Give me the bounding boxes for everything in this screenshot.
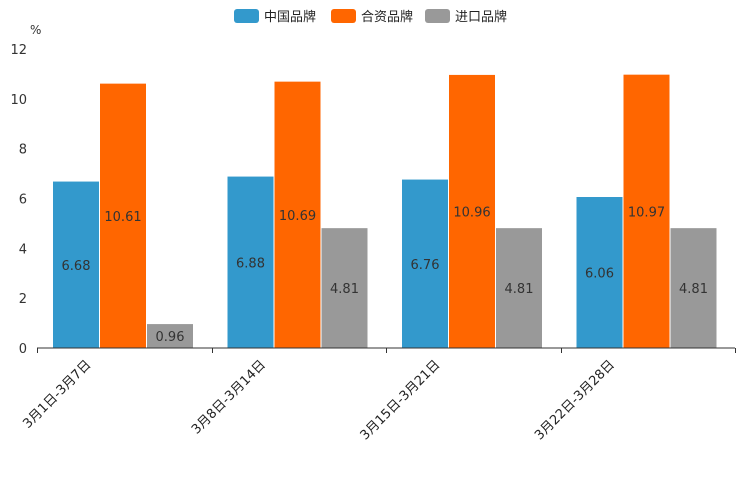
y-tick-label-0: 0 [19, 342, 27, 357]
y-tick-label-8: 8 [19, 143, 27, 158]
y-axis-unit-label: % [30, 23, 41, 37]
bar-value-label-2-2: 10.69 [279, 209, 316, 224]
bar-4-3 [670, 228, 717, 348]
y-axis-ticks: 0 2 4 6 8 10 12 [10, 43, 27, 357]
legend: 中国品牌 合资品牌 进口品牌 [234, 9, 507, 25]
bar-2-2 [274, 81, 321, 348]
x-category-label-1: 3月1日-3月7日 [20, 358, 94, 432]
bar-value-label-2-1: 6.88 [236, 256, 265, 271]
bar-3-1 [402, 179, 448, 348]
y-tick-label-12: 12 [10, 43, 27, 58]
legend-label-1: 中国品牌 [264, 9, 316, 25]
bar-value-label-3-1: 6.76 [411, 258, 440, 273]
bar-3-3 [496, 228, 542, 348]
x-category-label-2: 3月8日-3月14日 [189, 358, 269, 438]
bars: 6.68 10.61 0.96 6.88 10.69 4.81 6.76 10.96 4.81 6… [53, 74, 717, 349]
bar-value-label-3-2: 10.96 [453, 205, 490, 220]
bar-value-label-1-3: 0.96 [156, 330, 185, 345]
legend-label-3: 进口品牌 [455, 9, 507, 25]
bar-2-1 [227, 176, 274, 348]
legend-swatch-1 [234, 9, 259, 23]
y-tick-label-6: 6 [19, 193, 27, 208]
bar-value-label-2-3: 4.81 [330, 282, 359, 297]
bar-value-label-1-1: 6.68 [62, 259, 91, 274]
x-axis-labels: 3月1日-3月7日 3月8日-3月14日 3月15日-3月21日 3月22日-3月28… [20, 358, 618, 444]
y-tick-label-2: 2 [19, 292, 27, 307]
bar-value-label-3-3: 4.81 [505, 282, 534, 297]
bar-1-1 [53, 181, 99, 348]
legend-swatch-3 [425, 9, 450, 23]
y-tick-label-10: 10 [10, 93, 27, 108]
legend-label-2: 合资品牌 [361, 9, 413, 25]
bar-value-label-4-2: 10.97 [628, 205, 665, 220]
bar-2-3 [321, 228, 368, 348]
bar-1-2 [100, 83, 146, 349]
bar-value-label-4-1: 6.06 [585, 267, 614, 282]
bar-4-1 [576, 197, 623, 348]
x-category-label-4: 3月22日-3月28日 [532, 358, 618, 444]
bar-value-label-4-3: 4.81 [679, 282, 708, 297]
bar-value-label-1-2: 10.61 [104, 210, 141, 225]
bar-3-2 [449, 74, 495, 348]
bar-4-2 [623, 74, 670, 348]
bar-1-3 [147, 324, 193, 348]
y-tick-label-4: 4 [19, 242, 27, 257]
x-category-label-3: 3月15日-3月21日 [358, 358, 444, 444]
x-axis-ticks [37, 348, 736, 353]
legend-swatch-2 [331, 9, 356, 23]
